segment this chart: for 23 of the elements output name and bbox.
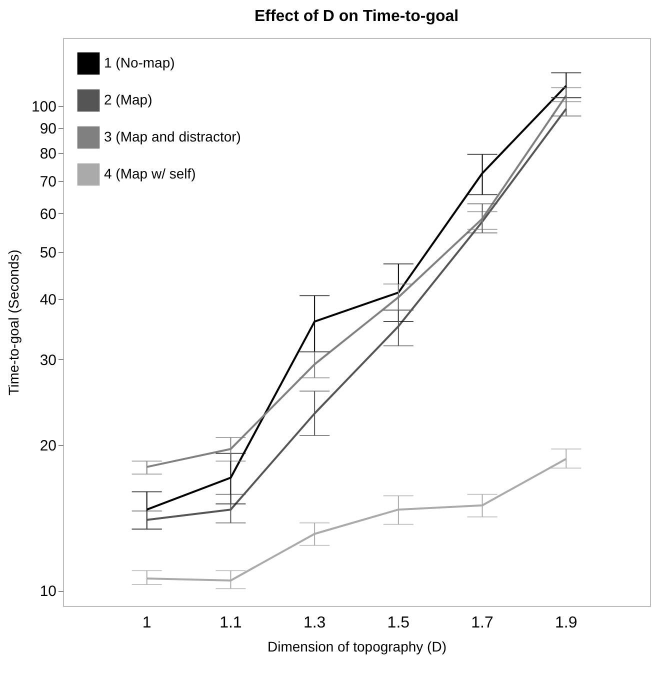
legend-label: 2 (Map) [104, 92, 152, 108]
y-tick-label: 40 [40, 291, 56, 308]
y-tick-label: 20 [40, 437, 56, 454]
y-tick-label: 70 [40, 173, 56, 190]
y-tick-label: 50 [40, 244, 56, 262]
legend-label: 3 (Map and distractor) [104, 128, 241, 144]
x-tick-label: 1.9 [555, 614, 578, 632]
y-tick-label: 30 [40, 352, 56, 369]
x-tick-label: 1 [142, 614, 152, 632]
chart-title: Effect of D on Time-to-goal [254, 8, 459, 25]
legend-label: 1 (No-map) [104, 54, 175, 70]
y-tick-label: 90 [40, 120, 56, 138]
x-tick-label: 1.5 [387, 614, 410, 632]
x-tick-label: 1.3 [303, 614, 326, 632]
legend-label: 4 (Map w/ self) [104, 166, 196, 182]
y-tick-label: 60 [40, 206, 56, 223]
x-tick-label: 1.7 [471, 614, 494, 632]
y-tick-label: 10 [40, 583, 56, 600]
y-axis-title: Time-to-goal (Seconds) [5, 250, 22, 396]
x-tick-label: 1.1 [220, 614, 242, 632]
x-axis-title: Dimension of topography (D) [268, 638, 446, 654]
y-tick-label: 80 [40, 145, 56, 162]
y-tick-label: 100 [31, 98, 56, 116]
